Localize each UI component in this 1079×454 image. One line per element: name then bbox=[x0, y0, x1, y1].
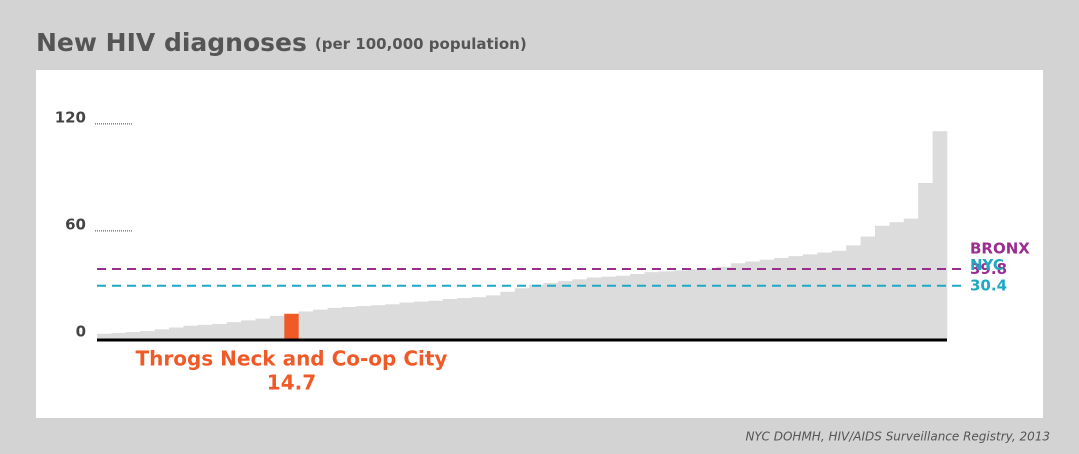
y-tick-label: 0 bbox=[76, 323, 86, 341]
bar bbox=[399, 302, 415, 340]
bar bbox=[572, 279, 588, 340]
bar bbox=[125, 331, 141, 340]
bar bbox=[702, 268, 717, 340]
source: NYC DOHMH, HIV/AIDS Surveillance Registr… bbox=[745, 430, 1050, 444]
y-tick-label: 120 bbox=[55, 108, 86, 126]
bar bbox=[903, 218, 919, 340]
bar bbox=[169, 327, 184, 340]
bar bbox=[313, 309, 328, 340]
bar bbox=[932, 131, 948, 340]
bar bbox=[817, 252, 833, 340]
reference-name: BRONX bbox=[970, 239, 1030, 257]
bar bbox=[413, 301, 429, 340]
bar bbox=[485, 295, 501, 340]
bar bbox=[658, 271, 674, 340]
bar bbox=[428, 300, 444, 340]
bar bbox=[874, 225, 890, 340]
bar bbox=[860, 236, 876, 340]
bar bbox=[802, 254, 818, 340]
bar bbox=[615, 275, 631, 340]
bar bbox=[673, 270, 688, 340]
highlight-value: 14.7 bbox=[267, 371, 316, 395]
bar bbox=[183, 325, 199, 340]
bar bbox=[889, 222, 905, 340]
bar bbox=[385, 304, 400, 340]
bar bbox=[197, 324, 213, 340]
bar bbox=[644, 272, 660, 340]
reference-name: NYC bbox=[970, 256, 1004, 274]
bar bbox=[687, 269, 703, 340]
bar bbox=[370, 305, 386, 340]
bar bbox=[442, 298, 458, 340]
bar bbox=[97, 333, 112, 340]
y-tick-label: 60 bbox=[65, 215, 86, 233]
bar bbox=[558, 281, 573, 340]
bar bbox=[630, 273, 645, 340]
bar bbox=[543, 282, 559, 340]
bar bbox=[745, 261, 761, 340]
chart-title: New HIV diagnoses (per 100,000 population… bbox=[36, 28, 527, 57]
bar bbox=[226, 322, 242, 340]
bar bbox=[212, 323, 227, 340]
bar bbox=[140, 331, 155, 340]
bar bbox=[471, 297, 487, 340]
bar bbox=[831, 250, 847, 340]
bar bbox=[241, 320, 256, 340]
reference-value: 39.8 bbox=[970, 260, 1007, 278]
bar bbox=[716, 266, 732, 340]
reference-value: 30.4 bbox=[970, 277, 1007, 295]
bar bbox=[269, 315, 285, 340]
bar bbox=[586, 277, 602, 340]
bar bbox=[327, 307, 343, 340]
bar bbox=[730, 263, 746, 340]
bar bbox=[918, 182, 933, 340]
bar bbox=[457, 298, 472, 340]
bar bbox=[255, 318, 271, 340]
title: New HIV diagnoses bbox=[36, 28, 307, 57]
bar bbox=[500, 291, 516, 340]
bar bbox=[601, 276, 616, 340]
bar bbox=[759, 259, 775, 340]
bar bbox=[514, 288, 530, 340]
bar bbox=[846, 245, 861, 340]
bar bbox=[341, 306, 357, 340]
bar bbox=[529, 284, 544, 340]
bar bbox=[284, 313, 299, 340]
bar bbox=[788, 256, 804, 340]
bar bbox=[111, 332, 127, 340]
bar bbox=[774, 257, 789, 340]
highlight-label: Throgs Neck and Co-op City bbox=[135, 347, 447, 371]
bar bbox=[154, 329, 170, 340]
bar bbox=[298, 311, 314, 340]
bar bbox=[356, 306, 372, 340]
subtitle: (per 100,000 population) bbox=[315, 35, 527, 53]
